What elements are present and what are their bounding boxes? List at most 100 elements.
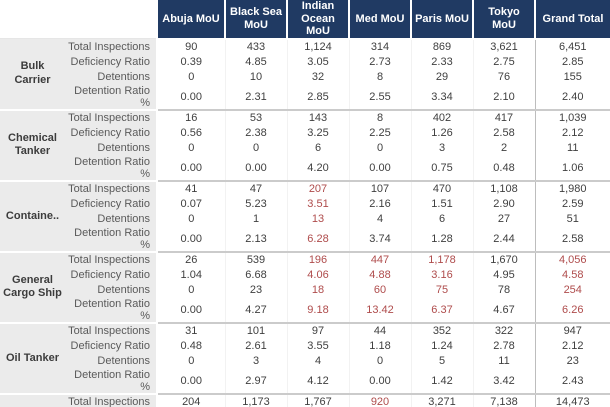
table-row: Detention Ratio % 0.00 0.00 4.20 0.00 0.75 0.4…	[0, 155, 610, 181]
table-row: Detention Ratio % 0.00 4.27 9.18 13.42 6.37 4.…	[0, 297, 610, 323]
value-cell: 107	[348, 179, 411, 197]
ship-type-cell: Chemical Tanker	[0, 108, 65, 181]
value-cell: 2.90	[472, 196, 535, 212]
value-cell: 0.39	[156, 54, 225, 70]
value-cell: 6.37	[410, 297, 473, 323]
value-cell: 2.58	[534, 226, 610, 252]
measure-label-cell: Total Inspections	[65, 179, 158, 197]
value-cell: 32	[286, 69, 349, 85]
value-cell: 0.00	[156, 297, 225, 323]
value-cell: 75	[410, 282, 473, 298]
measure-label-cell: Detention Ratio %	[65, 155, 158, 181]
value-cell: 6	[286, 140, 349, 156]
measure-label-cell: Total Inspections	[65, 38, 158, 55]
value-cell: 5	[410, 353, 473, 369]
value-cell: 3.34	[410, 84, 473, 110]
value-cell: 2.85	[286, 84, 349, 110]
column-header: Black Sea MoU	[224, 0, 287, 40]
value-cell: 4.12	[286, 368, 349, 394]
value-cell: 2.44	[472, 226, 535, 252]
column-header: Abuja MoU	[156, 0, 225, 40]
table-row: Deficiency Ratio 0.39 4.85 3.05 2.73 2.33 2.75…	[0, 54, 610, 70]
value-cell: 6.28	[286, 226, 349, 252]
value-cell: 4.06	[286, 267, 349, 283]
value-cell: 2.12	[534, 338, 610, 354]
value-cell: 6.68	[224, 267, 287, 283]
value-cell: 2.55	[348, 84, 411, 110]
ship-type-cell: General Cargo Ship	[0, 250, 65, 323]
value-cell: 0.56	[156, 125, 225, 141]
value-cell: 47	[224, 179, 287, 197]
value-cell: 204	[156, 392, 225, 407]
measure-label-cell: Deficiency Ratio	[65, 125, 158, 141]
ship-type-cell: Containe..	[0, 179, 65, 252]
value-cell: 4.95	[472, 267, 535, 283]
value-cell: 0.00	[156, 84, 225, 110]
table-row: Detentions 0 3 4 0 5 11 23	[0, 353, 610, 369]
value-cell: 143	[286, 108, 349, 126]
value-cell: 1,767	[286, 392, 349, 407]
value-cell: 539	[224, 250, 287, 268]
measure-label-cell: Detention Ratio %	[65, 297, 158, 323]
table-row: Containe.. Total Inspections 41 47 207 107 470…	[0, 179, 610, 252]
measure-label-cell: Detention Ratio %	[65, 368, 158, 394]
header-row: Abuja MoU Black Sea MoU Indian Ocean MoU Me…	[0, 0, 610, 40]
value-cell: 1,124	[286, 38, 349, 55]
value-cell: 402	[410, 108, 473, 126]
measure-label-cell: Total Inspections	[65, 392, 158, 407]
measure-label-cell: Detention Ratio %	[65, 226, 158, 252]
value-cell: 2.78	[472, 338, 535, 354]
value-cell: 31	[156, 321, 225, 339]
value-cell: 0	[348, 140, 411, 156]
value-cell: 26	[156, 250, 225, 268]
measure-label-cell: Detentions	[65, 282, 158, 298]
value-cell: 2.40	[534, 84, 610, 110]
value-cell: 1,178	[410, 250, 473, 268]
value-cell: 9.18	[286, 297, 349, 323]
value-cell: 947	[534, 321, 610, 339]
table-row: Bulk Carrier Total Inspections 90 433 1,124 3…	[0, 38, 610, 110]
value-cell: 29	[410, 69, 473, 85]
value-cell: 3.51	[286, 196, 349, 212]
value-cell: 2.12	[534, 125, 610, 141]
value-cell: 869	[410, 38, 473, 55]
value-cell: 0	[156, 69, 225, 85]
measure-label-cell: Deficiency Ratio	[65, 196, 158, 212]
value-cell: 2.59	[534, 196, 610, 212]
value-cell: 4	[286, 353, 349, 369]
value-cell: 1,980	[534, 179, 610, 197]
value-cell: 6.26	[534, 297, 610, 323]
measure-label-cell: Detention Ratio %	[65, 84, 158, 110]
table-row: Detention Ratio % 0.00 2.31 2.85 2.55 3.34 2.1…	[0, 84, 610, 110]
value-cell: 14,473	[534, 392, 610, 407]
measure-label-cell: Total Inspections	[65, 321, 158, 339]
value-cell: 3,271	[410, 392, 473, 407]
value-cell: 1,039	[534, 108, 610, 126]
value-cell: 76	[472, 69, 535, 85]
value-cell: 4.67	[472, 297, 535, 323]
value-cell: 78	[472, 282, 535, 298]
value-cell: 2	[472, 140, 535, 156]
value-cell: 0.00	[156, 226, 225, 252]
value-cell: 207	[286, 179, 349, 197]
value-cell: 1.04	[156, 267, 225, 283]
value-cell: 1.28	[410, 226, 473, 252]
value-cell: 2.25	[348, 125, 411, 141]
measure-label-cell: Deficiency Ratio	[65, 54, 158, 70]
value-cell: 0.00	[348, 368, 411, 394]
value-cell: 1.18	[348, 338, 411, 354]
value-cell: 101	[224, 321, 287, 339]
value-cell: 13	[286, 211, 349, 227]
value-cell: 322	[472, 321, 535, 339]
value-cell: 7,138	[472, 392, 535, 407]
measure-label-cell: Detentions	[65, 211, 158, 227]
value-cell: 196	[286, 250, 349, 268]
column-header: Med MoU	[348, 0, 411, 40]
value-cell: 13.42	[348, 297, 411, 323]
value-cell: 90	[156, 38, 225, 55]
ship-type-cell: Bulk Carrier	[0, 38, 65, 110]
measure-label-cell: Detentions	[65, 353, 158, 369]
value-cell: 1,108	[472, 179, 535, 197]
measure-label-cell: Total Inspections	[65, 108, 158, 126]
